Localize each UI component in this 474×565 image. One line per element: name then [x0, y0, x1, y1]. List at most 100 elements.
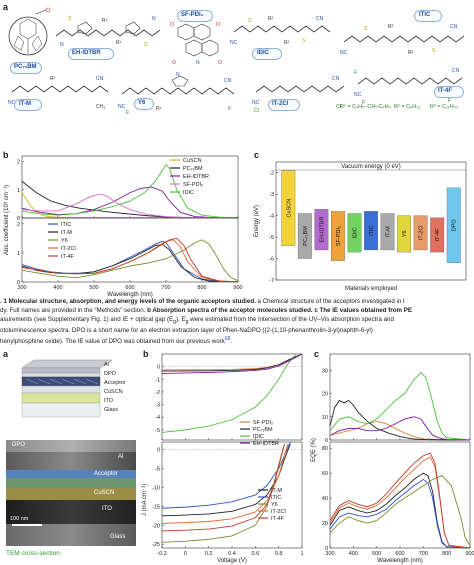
svg-text:S: S — [432, 48, 436, 54]
fig1c-ytick-label: -2 — [269, 171, 274, 177]
svg-text:R¹: R¹ — [102, 18, 108, 24]
fig1b-bottom-xtick-label: 800 — [197, 285, 206, 291]
fig1b-top-legend-label-cuscn: CuSCN — [183, 158, 202, 164]
fig2c-top-series-eh-idtbr — [329, 416, 471, 441]
fig2b-bottom-xtick-label: -0.2 — [157, 551, 166, 557]
itic-structure: NC CN R³ R³ S S — [340, 24, 465, 56]
fig1b-bottom-series-it-m — [21, 243, 239, 283]
fig1b-bottom-legend-label-it-2cl: IT-2Cl — [61, 246, 76, 252]
fig1c-bar-label-dpo: DPO — [452, 219, 458, 232]
tem-label-cuscn: CuSCN — [94, 490, 115, 496]
tem-image: DPO Al Acceptor CuSCN ITO Glass 100 nm — [6, 440, 136, 546]
idic-structure: NC CN R² R² S S — [230, 16, 331, 46]
idic-label-box — [252, 48, 282, 60]
fig2b-bottom-legend-label-it-m: IT-M — [271, 488, 282, 494]
sf-pdi2-label: SF-PDI₂ — [181, 12, 204, 18]
y6-label: Y6 — [138, 100, 146, 106]
svg-text:O: O — [218, 60, 222, 66]
fig1b-bottom-legend-label-it-4f: IT-4F — [61, 254, 74, 260]
svg-text:F: F — [126, 110, 129, 116]
svg-text:F: F — [228, 106, 231, 112]
fig2c-bottom-ytick-label: 60 — [322, 471, 328, 477]
fig2b-bottom-series-it-2cl — [161, 443, 289, 524]
fig1c-ytick-label: -5 — [269, 235, 274, 241]
fig1c-ytick-label: -4 — [269, 214, 274, 220]
tem-layer-dpo — [6, 440, 136, 452]
fig2b-bottom-ytick-label: -10 — [152, 485, 160, 491]
svg-text:CN: CN — [450, 24, 458, 30]
svg-text:S: S — [248, 18, 252, 24]
svg-text:S: S — [302, 38, 306, 44]
fig2c-top-series-pc₇₁bm — [329, 399, 470, 441]
fig1b-top-legend-label-sf-pdi₂: SF-PDI₂ — [183, 182, 203, 188]
fig1c-bar-sf-pdi₂ — [330, 211, 345, 261]
fig2c-bottom-ytick-label: 40 — [322, 496, 328, 502]
fig1b-ylabel: Abs. coefficient (10⁵ cm⁻¹) — [3, 185, 10, 255]
fig2c-top-ytick-label: 0 — [325, 438, 328, 444]
eh-idtbr-label: EH-IDTBR — [72, 50, 101, 56]
svg-text:O: O — [170, 22, 174, 28]
fig2b-top-ytick-label: -2 — [155, 390, 160, 396]
fig1c-bar-itic — [364, 211, 378, 251]
fig1-panel-b-letter: b — [3, 150, 9, 160]
fig1c-ytick-label: -3 — [269, 192, 274, 198]
svg-text:NC: NC — [340, 50, 348, 56]
tem-label-al: Al — [118, 454, 124, 460]
fig2c-bottom-xtick-label: 400 — [349, 551, 358, 557]
svg-text:Cl: Cl — [336, 104, 341, 110]
fig2b-top-ytick-label: -1 — [155, 377, 160, 383]
fig2c-top-series-idic — [329, 371, 471, 441]
caption-text-a: a Chemical structure of the acceptors in… — [255, 298, 405, 305]
tem-layer-cuscn — [6, 488, 136, 500]
svg-text:R²: R² — [268, 16, 274, 22]
fig2c-top-ytick-label: 30 — [322, 368, 328, 374]
fig2b-top-legend-label-idic: IDIC — [253, 434, 264, 440]
svg-text:S: S — [68, 16, 72, 22]
fig2c-bottom-xtick-label: 900 — [465, 551, 474, 557]
fig2c-top-ytick-label: 10 — [322, 415, 328, 421]
svg-text:CN: CN — [316, 16, 324, 22]
sf-pdi2-structure: O O O O N — [170, 22, 222, 66]
fig1c-ytick-label: -6 — [269, 257, 274, 263]
fig1b-top-ytick-label: 2 — [17, 160, 20, 166]
svg-text:F: F — [448, 98, 451, 104]
fig2b-top-legend-label-sf-pdi₂: SF-PDI₂ — [253, 420, 273, 426]
fig1c-bar-it-m — [380, 213, 395, 251]
eh-idtbr-label-box — [68, 48, 114, 60]
fig1-panel-a-letter: a — [3, 2, 9, 12]
fig1c-bar-label-it-2cl: IT-2Cl — [419, 225, 425, 240]
layer-label-glass: Glass — [104, 407, 118, 413]
fig1b-bottom-legend-label-itic: ITIC — [61, 222, 71, 228]
caption-ref-link[interactable]: 68 — [224, 336, 231, 343]
layer-label-dpo: DPO — [104, 371, 117, 377]
scale-bar-label: 100 nm — [10, 516, 29, 522]
fig1c-bar-eh-idtbr — [314, 209, 329, 251]
fig2c-bottom-ytick-label: 0 — [325, 546, 328, 552]
fig2c-bottom-xtick-label: 600 — [395, 551, 404, 557]
svg-text:S: S — [144, 42, 148, 48]
fig1c-ylabel: Energy (eV) — [254, 205, 260, 237]
fig1b-bottom-xtick-label: 500 — [89, 285, 98, 291]
fig1c-bar-label-idic: IDIC — [352, 227, 358, 238]
svg-text:NC: NC — [8, 100, 16, 106]
fig2b-top-ytick-label: -4 — [155, 415, 160, 421]
svg-text:R³: R³ — [50, 76, 56, 82]
fig2c-bottom-ytick-label: 80 — [322, 446, 328, 452]
fig1b-top-legend-label-pc₇₁bm: PC₇₁BM — [183, 166, 203, 172]
fig2b-top-series-pc₇₁bm — [161, 353, 303, 372]
svg-text:NC: NC — [252, 100, 260, 106]
fig2c-ylabel: EQE (%) — [311, 438, 317, 462]
fig1c-bar-y6 — [397, 215, 412, 253]
fig2b-top-axes-frame — [161, 353, 303, 441]
caption-line4: otoluminescence spectra. DPO is a short … — [0, 326, 373, 334]
it-2cl-label-box — [268, 99, 300, 111]
fig2b-bottom-xtick-label: 0.4 — [228, 551, 236, 557]
fig1b-bottom-xtick-label: 700 — [161, 285, 170, 291]
fig2b-bottom-ytick-label: 0 — [157, 448, 160, 454]
tem-layer-mid — [6, 478, 136, 488]
fig1c-bar-it-4f — [430, 217, 445, 253]
svg-text:CN: CN — [224, 78, 232, 84]
svg-text:O: O — [172, 60, 176, 66]
svg-text:Cl: Cl — [254, 108, 259, 112]
